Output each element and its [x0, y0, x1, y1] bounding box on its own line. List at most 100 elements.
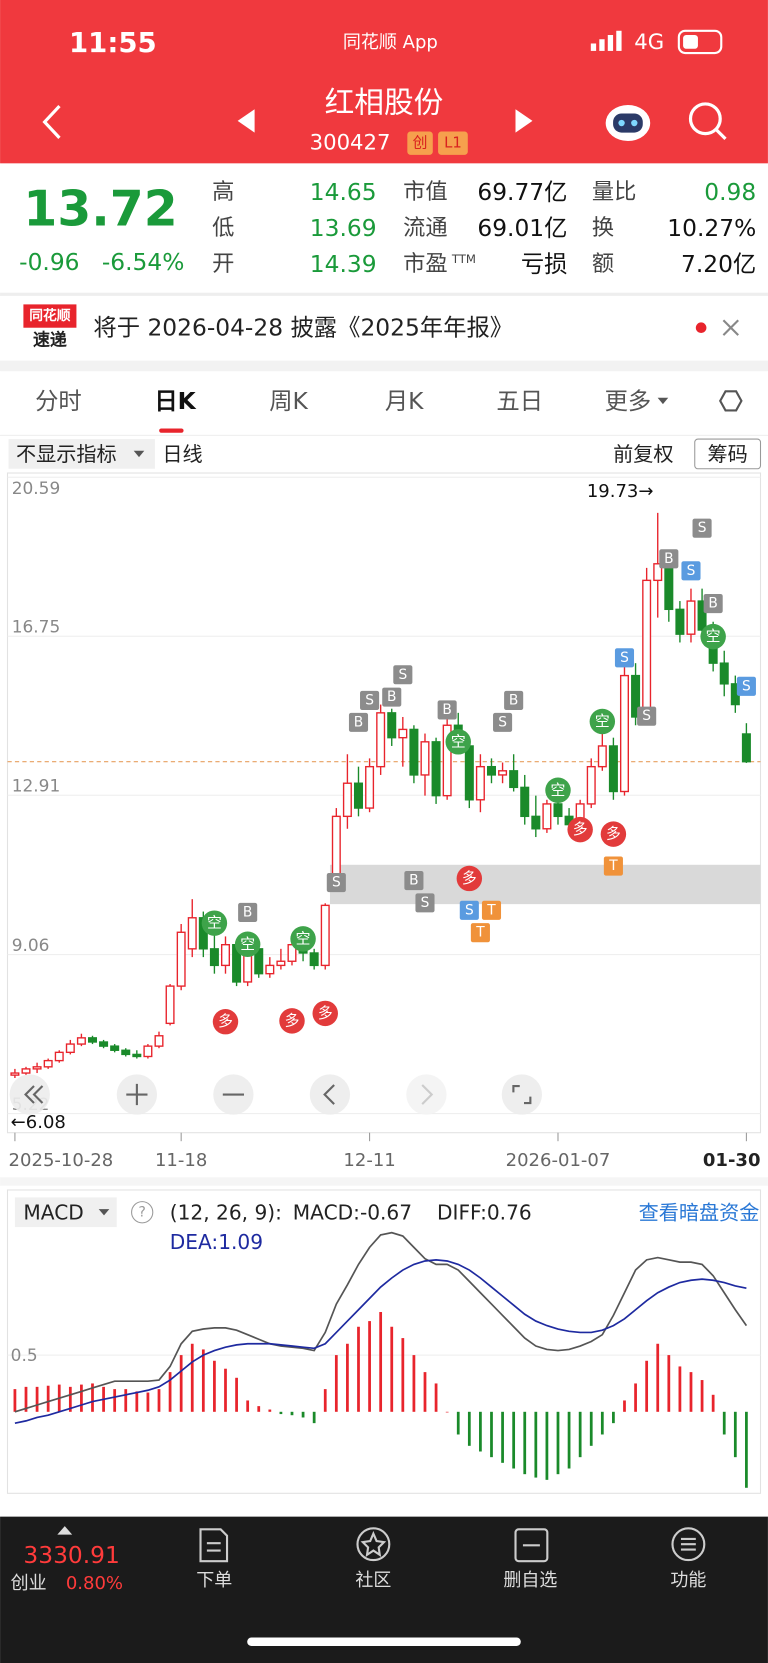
bar-item[interactable]: 下单	[196, 1570, 232, 1591]
indicator: 不显示指标	[16, 442, 117, 466]
chips-button[interactable]	[694, 438, 762, 470]
tab[interactable]: 日K	[154, 387, 196, 415]
unread-dot	[695, 322, 707, 334]
indicator-select[interactable]	[8, 439, 155, 469]
signal-marker	[493, 712, 513, 732]
bar-item[interactable]: 删自选	[503, 1570, 557, 1591]
signal-marker	[567, 816, 593, 843]
candle-body	[154, 1035, 164, 1047]
bar-item[interactable]: 功能	[670, 1570, 706, 1591]
y-tick-label: 12.91	[12, 776, 61, 796]
close-notice[interactable]	[722, 319, 739, 336]
help-icon[interactable]	[131, 1201, 154, 1224]
candle-body	[187, 917, 197, 950]
signal-marker	[415, 893, 435, 913]
index-change: 0.80%	[66, 1573, 123, 1594]
adjust[interactable]: 前复权	[613, 442, 673, 466]
fullscreen[interactable]	[501, 1074, 543, 1115]
tab[interactable]: 周K	[269, 387, 308, 415]
macd-bar	[346, 1343, 349, 1412]
macd-bar	[456, 1411, 460, 1435]
bar-icons	[199, 1527, 706, 1563]
field-value: 14.65	[310, 178, 377, 206]
candle-body	[121, 1049, 131, 1056]
field-value: 13.69	[310, 214, 377, 242]
macd-bar	[423, 1372, 427, 1412]
macd-bar	[312, 1411, 316, 1424]
candle-body	[719, 662, 729, 685]
signal-marker	[614, 648, 635, 668]
macd-select[interactable]	[14, 1197, 117, 1228]
signal-label: S	[465, 902, 474, 918]
step-left[interactable]	[309, 1074, 351, 1115]
back-button[interactable]	[42, 104, 61, 139]
quote-fields: 高 14.65 市值 69.77亿 量比 0.98 低 13.69 流通 69.01亿换 10.27…	[212, 178, 756, 278]
search-icon[interactable]	[688, 102, 727, 141]
field-label: 量比	[592, 179, 637, 205]
signal-label: 空	[451, 733, 466, 750]
candle-body	[220, 944, 231, 967]
tab[interactable]: 月K	[385, 387, 424, 415]
candle-body	[276, 960, 286, 967]
candle-body	[342, 782, 352, 818]
prev-stock[interactable]	[237, 109, 255, 133]
candle-body	[320, 904, 330, 967]
field-value: 7.20亿	[681, 250, 756, 278]
macd-bar	[722, 1411, 726, 1435]
logo-text: 速递	[33, 329, 67, 349]
notice-text[interactable]: 将于 2026-04-28 披露《2025年年报》	[93, 314, 513, 342]
field-label: 开	[212, 251, 234, 277]
dark-pool-link[interactable]: 查看暗盘资金	[639, 1200, 760, 1224]
signal-label: S	[620, 650, 629, 666]
candle-body	[76, 1037, 86, 1045]
macd-bar	[678, 1366, 682, 1412]
chips: 筹码	[707, 442, 747, 466]
remove-watch-icon[interactable]	[514, 1528, 549, 1563]
signal-marker	[348, 712, 369, 732]
candle-body	[420, 741, 430, 776]
bar-item[interactable]: 社区	[355, 1570, 391, 1591]
field-value: 0.98	[704, 178, 756, 206]
macd-bar	[91, 1383, 94, 1412]
expand-caret[interactable]	[57, 1526, 73, 1535]
badge-bg	[438, 131, 468, 155]
macd-bar	[246, 1400, 250, 1412]
candle-body	[165, 985, 175, 1025]
candle-body	[398, 728, 408, 739]
bar-items: 下单 社区 删自选 功能	[196, 1570, 706, 1591]
candle-body	[265, 964, 275, 975]
candle-body	[597, 745, 607, 768]
macd-bar	[301, 1411, 305, 1418]
field-value: 10.27%	[667, 214, 756, 242]
macd-bar	[146, 1392, 150, 1412]
robot-icon[interactable]	[605, 104, 651, 142]
macd-bar	[467, 1411, 471, 1446]
settings-icon[interactable]	[718, 390, 743, 412]
divider	[0, 434, 768, 436]
candle-body	[99, 1041, 109, 1047]
signal	[590, 30, 622, 51]
macd-frame	[6, 1189, 762, 1494]
tab[interactable]: 分时	[35, 387, 82, 415]
change: -0.96	[19, 248, 79, 276]
step-right[interactable]	[406, 1074, 447, 1115]
order-icon[interactable]	[199, 1528, 229, 1563]
tab[interactable]: 五日	[496, 387, 543, 415]
community-icon[interactable]	[356, 1527, 391, 1562]
scroll-left[interactable]	[9, 1074, 50, 1115]
signal-label: B	[243, 904, 252, 920]
field-value: 69.01亿	[477, 214, 567, 242]
signal-marker	[692, 518, 712, 538]
macd-bar	[235, 1377, 238, 1412]
signal-marker	[736, 676, 756, 696]
next-stock[interactable]	[515, 109, 533, 133]
function-icon[interactable]	[671, 1527, 706, 1562]
stock-code: 300427	[310, 131, 391, 156]
tab[interactable]: 更多	[605, 387, 652, 415]
macd-bar	[612, 1411, 615, 1424]
macd-bar	[257, 1406, 261, 1412]
candle-body	[653, 563, 663, 582]
macd-bar	[689, 1372, 693, 1412]
macd-bar	[323, 1389, 327, 1412]
signal-marker	[212, 1008, 239, 1035]
